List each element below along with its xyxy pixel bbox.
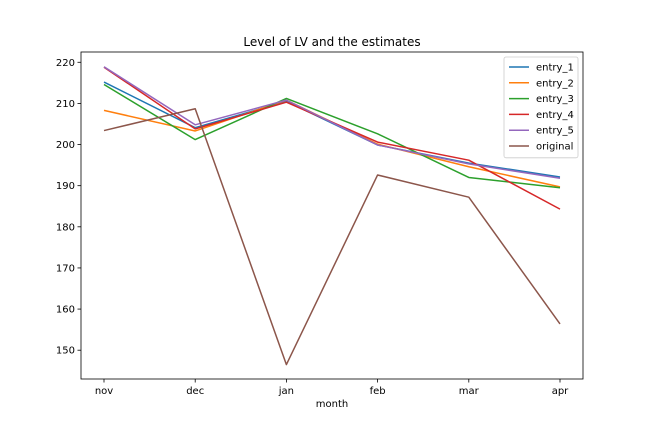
series-line-entry_5 <box>103 66 561 180</box>
x-tick-label: apr <box>552 386 569 397</box>
legend-label: entry_2 <box>536 78 574 89</box>
legend: entry_1 entry_2 entry_3 entry_4 entry_5origi… <box>503 56 579 159</box>
chart-title: Level of LV and the estimates <box>243 35 420 49</box>
y-tick-label: 150 <box>56 346 75 357</box>
legend-label: entry_4 <box>536 110 574 121</box>
x-tick-label: feb <box>370 386 386 397</box>
x-axis: nov dec jan feb mar apr <box>95 379 569 397</box>
legend-label: entry_1 <box>536 63 574 74</box>
y-tick-label: 220 <box>56 58 75 69</box>
series-lines <box>103 66 561 366</box>
series-line-entry_4 <box>103 66 561 210</box>
series-line-entry_1 <box>103 81 561 178</box>
x-tick-label: dec <box>186 386 204 397</box>
y-tick-label: 180 <box>56 222 75 233</box>
legend-label: entry_5 <box>536 126 574 137</box>
y-tick-label: 210 <box>56 99 75 110</box>
y-tick-label: 160 <box>56 305 75 316</box>
x-tick-label: nov <box>95 386 113 397</box>
x-tick-label: mar <box>459 386 480 397</box>
x-tick-label: jan <box>278 386 294 397</box>
y-axis: 150 160 170 180 190 200 210 220 <box>56 58 81 357</box>
plot-area <box>80 51 584 380</box>
y-tick-label: 200 <box>56 140 75 151</box>
series-line-original <box>103 108 561 366</box>
series-line-entry_3 <box>103 83 561 189</box>
x-axis-label: month <box>316 399 348 410</box>
y-tick-label: 170 <box>56 263 75 274</box>
legend-label: entry_3 <box>536 94 574 105</box>
legend-label: original <box>536 142 573 153</box>
y-tick-label: 190 <box>56 181 75 192</box>
